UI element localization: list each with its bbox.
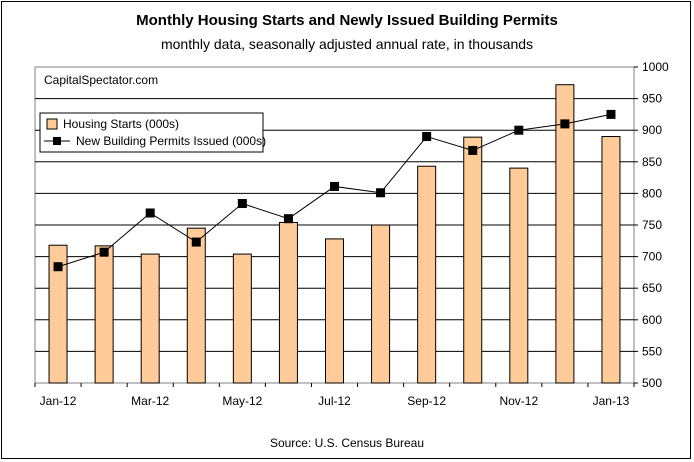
bar-Sep-12 xyxy=(417,165,437,384)
x-tick-label-Jul-12: Jul-12 xyxy=(318,394,351,408)
legend-marker-permits xyxy=(53,137,61,145)
marker-Aug-12 xyxy=(376,188,386,198)
bar-Nov-12 xyxy=(509,167,529,384)
legend-box xyxy=(39,112,264,153)
y-tick-label-1000: 1000 xyxy=(642,60,669,74)
marker-Oct-12 xyxy=(468,145,478,155)
bar-Jun-12 xyxy=(278,221,298,384)
bar-series xyxy=(48,84,621,384)
bar-Mar-12 xyxy=(140,253,160,384)
marker-Jul-12 xyxy=(330,181,339,191)
legend-label-permits: New Building Permits Issued (000s) xyxy=(76,134,266,148)
y-tick-label-600: 600 xyxy=(642,313,662,327)
legend-swatch-housing-starts xyxy=(46,118,58,130)
x-tick-label-Sep-12: Sep-12 xyxy=(407,394,446,408)
y-tick-label-800: 800 xyxy=(642,186,662,200)
marker-Feb-12 xyxy=(99,247,109,257)
y-tick-label-750: 750 xyxy=(642,218,662,232)
bar-Jan-12 xyxy=(48,244,68,384)
marker-Jun-12 xyxy=(283,214,293,224)
y-tick-label-650: 650 xyxy=(642,281,662,295)
x-tick-label-Jan-13: Jan-13 xyxy=(593,394,630,408)
marker-Jan-13 xyxy=(606,109,616,119)
bar-Feb-12 xyxy=(94,245,114,384)
x-tick-label-Nov-12: Nov-12 xyxy=(499,394,538,408)
bar-Jan-13 xyxy=(601,136,621,384)
y-tick-label-500: 500 xyxy=(642,376,662,390)
marker-Mar-12 xyxy=(145,208,155,218)
marker-Jan-12 xyxy=(53,262,63,272)
y-tick-label-950: 950 xyxy=(642,92,662,106)
line-series xyxy=(53,109,616,272)
marker-Apr-12 xyxy=(191,237,201,247)
y-tick-label-850: 850 xyxy=(642,155,662,169)
bar-Aug-12 xyxy=(371,224,391,384)
bar-Apr-12 xyxy=(186,227,206,384)
y-axis: 500 550 600 650 700 750 800 850 900 950 1000 xyxy=(634,60,669,390)
y-tick-label-900: 900 xyxy=(642,123,662,137)
y-tick-label-700: 700 xyxy=(642,250,662,264)
bar-Jul-12 xyxy=(325,238,344,384)
chart-subtitle: monthly data, seasonally adjusted annual… xyxy=(160,36,534,52)
marker-May-12 xyxy=(237,199,247,209)
bar-May-12 xyxy=(232,253,252,384)
legend: Housing Starts (000s) New Building Permi… xyxy=(39,112,266,153)
source-note: Source: U.S. Census Bureau xyxy=(269,436,425,450)
x-tick-label-May-12: May-12 xyxy=(222,394,262,408)
chart-title: Monthly Housing Starts and Newly Issued … xyxy=(136,12,558,29)
marker-Dec-12 xyxy=(560,119,570,129)
x-tick-label-Jan-12: Jan-12 xyxy=(40,394,77,408)
marker-Nov-12 xyxy=(514,125,524,135)
bar-Oct-12 xyxy=(463,136,483,384)
x-tick-label-Mar-12: Mar-12 xyxy=(131,394,169,408)
watermark-text: CapitalSpectator.com xyxy=(44,73,158,87)
marker-Sep-12 xyxy=(422,132,432,142)
y-tick-label-550: 550 xyxy=(642,344,662,358)
x-axis: Jan-12 Mar-12 May-12 Jul-12 Sep-12 Nov-12 Jan-… xyxy=(34,383,635,408)
bar-Dec-12 xyxy=(555,84,575,384)
legend-label-housing-starts: Housing Starts (000s) xyxy=(63,117,179,131)
